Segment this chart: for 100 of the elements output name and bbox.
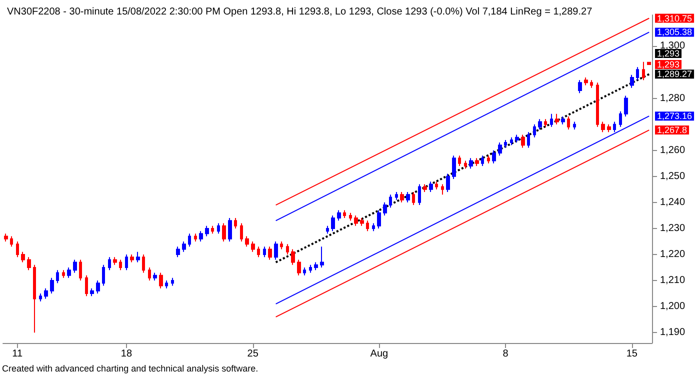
text: 1,293 — [657, 59, 680, 70]
y-tick-label: 1,190 — [660, 327, 686, 338]
candlestick — [291, 248, 295, 266]
candlestick — [211, 225, 214, 234]
candlestick — [240, 222, 243, 242]
x-tick-label: Aug — [370, 348, 388, 360]
candlestick — [400, 192, 404, 203]
candlestick — [544, 118, 547, 128]
data-label: 1,289.27 — [657, 69, 692, 80]
candlestick — [366, 220, 369, 232]
candlestick — [16, 240, 19, 258]
candlestick — [601, 121, 605, 133]
candlestick — [96, 280, 100, 294]
candlestick — [636, 66, 639, 81]
data-label: 1,267.8 — [657, 125, 688, 136]
candlestick — [555, 113, 559, 125]
y-tick-label: 1,280 — [660, 92, 686, 104]
candlestick — [222, 222, 226, 242]
x-tick-label: 11 — [12, 348, 23, 360]
candlestick — [286, 244, 289, 255]
candlestick — [39, 293, 42, 302]
candlestick — [182, 240, 186, 252]
candlestick — [487, 155, 490, 164]
candlestick — [234, 218, 237, 229]
candlestick — [521, 134, 525, 148]
candlestick — [62, 270, 65, 278]
candlestick — [423, 184, 427, 193]
candlestick — [596, 82, 599, 128]
candlestick — [360, 218, 364, 226]
candlestick — [73, 259, 77, 274]
candlestick — [331, 214, 335, 232]
candlestick — [458, 155, 461, 166]
candlestick — [165, 280, 168, 289]
candlestick — [251, 240, 255, 252]
candlestick — [188, 233, 191, 248]
candlestick — [153, 272, 157, 282]
candlestick — [268, 246, 272, 260]
candlestick — [441, 184, 444, 196]
candlestick — [303, 267, 306, 276]
candlestick — [481, 155, 484, 166]
candlestick — [280, 240, 283, 250]
candlestick — [159, 272, 163, 289]
candlestick — [136, 251, 140, 263]
candlestick — [624, 95, 628, 118]
candlestick — [125, 254, 128, 271]
candlestick — [10, 236, 13, 248]
candlestick — [446, 173, 450, 193]
y-tick-label: 1,240 — [660, 196, 686, 208]
candlestick — [578, 80, 582, 94]
candlestick — [21, 251, 25, 263]
candlestick — [550, 113, 553, 128]
candlestick — [573, 121, 576, 130]
chart-title: VN30F2208 - 30-minute 15/08/2022 2:30:00 PM Open 1293.8, Hi 1293.8, Lo 1293, Close 1293 (-0.0%) Vol 7,184 LinReg = 1,289.27 — [7, 6, 593, 18]
candlestick — [435, 181, 438, 190]
y-tick-label: 1,220 — [660, 248, 686, 260]
data-label: 1,273.16 — [657, 111, 692, 122]
candlestick — [44, 288, 48, 300]
candlestick — [245, 236, 249, 248]
y-tick-label: 1,200 — [660, 301, 686, 312]
candlestick — [567, 116, 570, 130]
candlestick — [464, 160, 467, 170]
candlestick — [148, 267, 151, 282]
y-tick-label: 1,260 — [660, 144, 686, 156]
candlestick — [492, 150, 496, 164]
text: 1,293 — [657, 48, 680, 58]
candlestick — [354, 214, 358, 226]
candlestick — [309, 264, 312, 274]
candlestick — [343, 210, 346, 219]
candlestick — [412, 192, 415, 206]
candlestick — [630, 74, 634, 88]
candlestick — [504, 139, 507, 148]
x-tick-label: 18 — [120, 348, 132, 360]
candlestick — [475, 158, 479, 166]
candlestick — [257, 246, 260, 258]
candlestick — [607, 124, 611, 133]
candlestick — [326, 225, 329, 234]
candlestick — [320, 246, 324, 268]
candlestick — [119, 259, 122, 271]
candlestick — [4, 233, 8, 242]
candlestick — [498, 142, 502, 156]
y-tick-label: 1,250 — [660, 170, 686, 182]
candlestick — [613, 121, 616, 133]
candlestick — [647, 62, 651, 65]
candlestick — [228, 218, 232, 242]
candlestick — [90, 288, 94, 297]
candlestick — [377, 210, 381, 229]
candlestick — [85, 274, 88, 297]
candlestick — [67, 267, 71, 278]
candlestick — [205, 225, 209, 237]
candlestick — [515, 134, 519, 144]
x-tick-label: 8 — [502, 348, 509, 360]
candlestick — [561, 116, 565, 125]
candlestick — [56, 270, 59, 284]
candlestick — [102, 264, 105, 286]
candlestick — [142, 254, 145, 274]
candlestick — [337, 210, 341, 222]
candlestick — [395, 192, 398, 200]
candlestick — [452, 155, 456, 180]
candlestick — [108, 256, 111, 271]
candlestick — [199, 230, 203, 242]
